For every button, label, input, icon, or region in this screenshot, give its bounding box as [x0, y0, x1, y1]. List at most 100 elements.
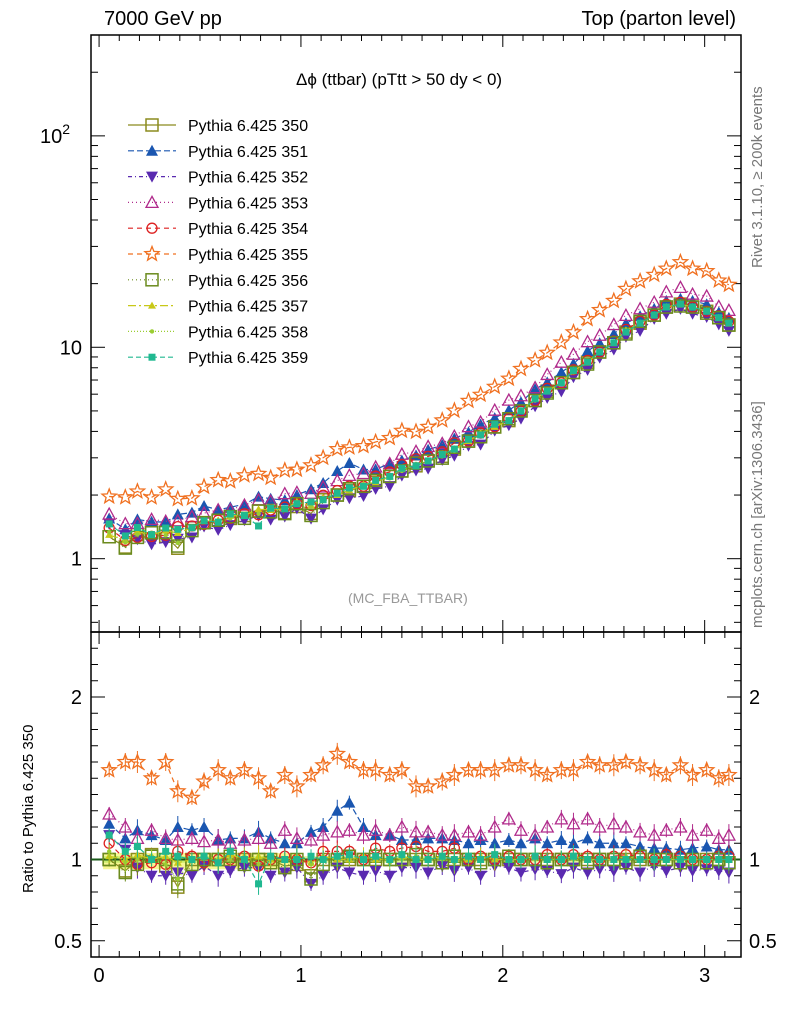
series-5-ratio-point [380, 765, 399, 783]
series-4-main-point [594, 346, 606, 358]
series-2-ratio-point [593, 864, 606, 876]
series-1-ratio-point [619, 837, 632, 849]
series-9-ratio-point [517, 856, 525, 863]
series-3-main-point [501, 392, 516, 406]
series-2-ratio-point [185, 870, 198, 882]
series-6-main-point [592, 345, 607, 359]
series-5-main-point [617, 279, 635, 297]
analysis-tag: (MC_FBA_TTBAR) [348, 590, 468, 606]
series-5-ratio-point [631, 755, 649, 773]
series-5-ratio-line [108, 753, 730, 799]
ratio-axis-label: Ratio to Pythia 6.425 350 [20, 724, 37, 893]
series-5-ratio-point [209, 760, 228, 778]
ratio-y-tick-label-right: 0.5 [749, 931, 777, 953]
series-5-main-point [538, 343, 556, 361]
series-9-ratio-point [569, 852, 577, 860]
series-3-main-point [592, 327, 607, 341]
ratio-y-tick-label: 1 [71, 850, 82, 872]
series-3-main-point [699, 288, 714, 302]
series-3-ratio-point [211, 832, 226, 846]
legend-label-1: Pythia 6.425 351 [188, 144, 308, 161]
series-9-ratio-point [345, 851, 353, 859]
series-5-main-point [709, 271, 728, 288]
series-6-main-point [580, 357, 595, 371]
series-1-ratio-point [119, 832, 132, 844]
series-2-main-point [317, 504, 330, 516]
series-5-ratio-point [645, 760, 664, 778]
series-6-main-point [722, 318, 736, 332]
series-9-main-point [531, 395, 539, 403]
series-2-ratio-point [383, 870, 396, 882]
series-3-main-point [382, 456, 397, 470]
series-5-ratio-point [671, 755, 690, 773]
series-1-ratio-point [305, 825, 318, 837]
series-2-ratio-point [712, 865, 725, 877]
series-3-ratio-point [618, 819, 634, 833]
series-3-ratio-point [368, 822, 383, 836]
series-2-main-point [264, 514, 277, 526]
series-9-ratio-point [267, 852, 275, 860]
series-9-main-point [372, 476, 380, 484]
series-9-ratio-point [412, 856, 420, 863]
series-8-main-point [175, 540, 181, 546]
series-9-ratio-point [121, 847, 129, 855]
series-2-main-point [357, 490, 370, 502]
series-6-main-point [554, 375, 569, 390]
series-7-main-point [254, 505, 263, 513]
series-6-main-point [197, 515, 211, 530]
series-4-main-point [555, 377, 567, 389]
series-8-main-point [135, 532, 140, 537]
plot-title-text: (ttbar) (pTtt > 50 dy < 0) [316, 70, 503, 89]
series-1-main-point [198, 499, 211, 511]
legend-label-2: Pythia 6.425 352 [188, 170, 308, 187]
series-9-ratio-point [240, 856, 248, 863]
x-tick-label: 0 [94, 965, 105, 987]
series-9-ratio-point [505, 856, 513, 863]
series-1-ratio-point [185, 824, 198, 836]
series-1-ratio-point [171, 821, 184, 832]
series-3-ratio-point [356, 827, 371, 841]
series-9-main-point [293, 500, 301, 508]
series-9-ratio-point [293, 856, 301, 863]
ratio-y-tick-label: 0.5 [54, 931, 82, 953]
series-3-ratio-point [118, 819, 133, 833]
series-2-ratio-point [224, 865, 237, 877]
series-1-ratio-point [648, 842, 661, 854]
series-3-ratio-point [659, 822, 674, 836]
series-5-main-point [314, 448, 333, 466]
series-8-ratio-point [135, 857, 140, 862]
series-8-main-point [308, 504, 314, 509]
series-2-main-point [634, 325, 647, 337]
series-3-ratio-point [721, 827, 736, 841]
series-9-main-point [464, 435, 472, 443]
series-3-main-point [647, 294, 662, 308]
series-2-main-point [343, 493, 356, 505]
series-2-main-point [712, 319, 725, 331]
series-8-ratio-point [175, 876, 181, 882]
series-9-ratio-point [689, 856, 697, 863]
series-9-main-point [386, 472, 394, 480]
series-6-main-point [290, 496, 304, 511]
series-3-ratio-point [342, 822, 357, 836]
series-2-ratio-point [159, 870, 172, 882]
series-9-main-point [121, 532, 129, 540]
legend-marker-1 [146, 144, 158, 156]
series-3-ratio-point [501, 811, 516, 825]
series-9-ratio-point [622, 856, 630, 863]
series-9-main-point [505, 417, 513, 425]
series-8-ratio-point [163, 862, 168, 867]
series-5-ratio-point [392, 760, 411, 778]
series-5-main-point [100, 487, 119, 505]
series-5-ratio-point [445, 765, 464, 783]
series-2-main-point [422, 463, 435, 475]
series-4-main-point [686, 301, 699, 313]
series-9-ratio-point [281, 856, 289, 863]
series-2-ratio-point [317, 870, 330, 882]
series-2-ratio-point [686, 865, 699, 877]
series-3-ratio-point [513, 822, 529, 836]
series-5-main-point [261, 468, 280, 486]
series-1-ratio-point [541, 837, 554, 849]
series-3-ratio-point [647, 827, 662, 841]
series-9-main-point [255, 522, 263, 530]
series-9-ratio-point [148, 856, 156, 863]
